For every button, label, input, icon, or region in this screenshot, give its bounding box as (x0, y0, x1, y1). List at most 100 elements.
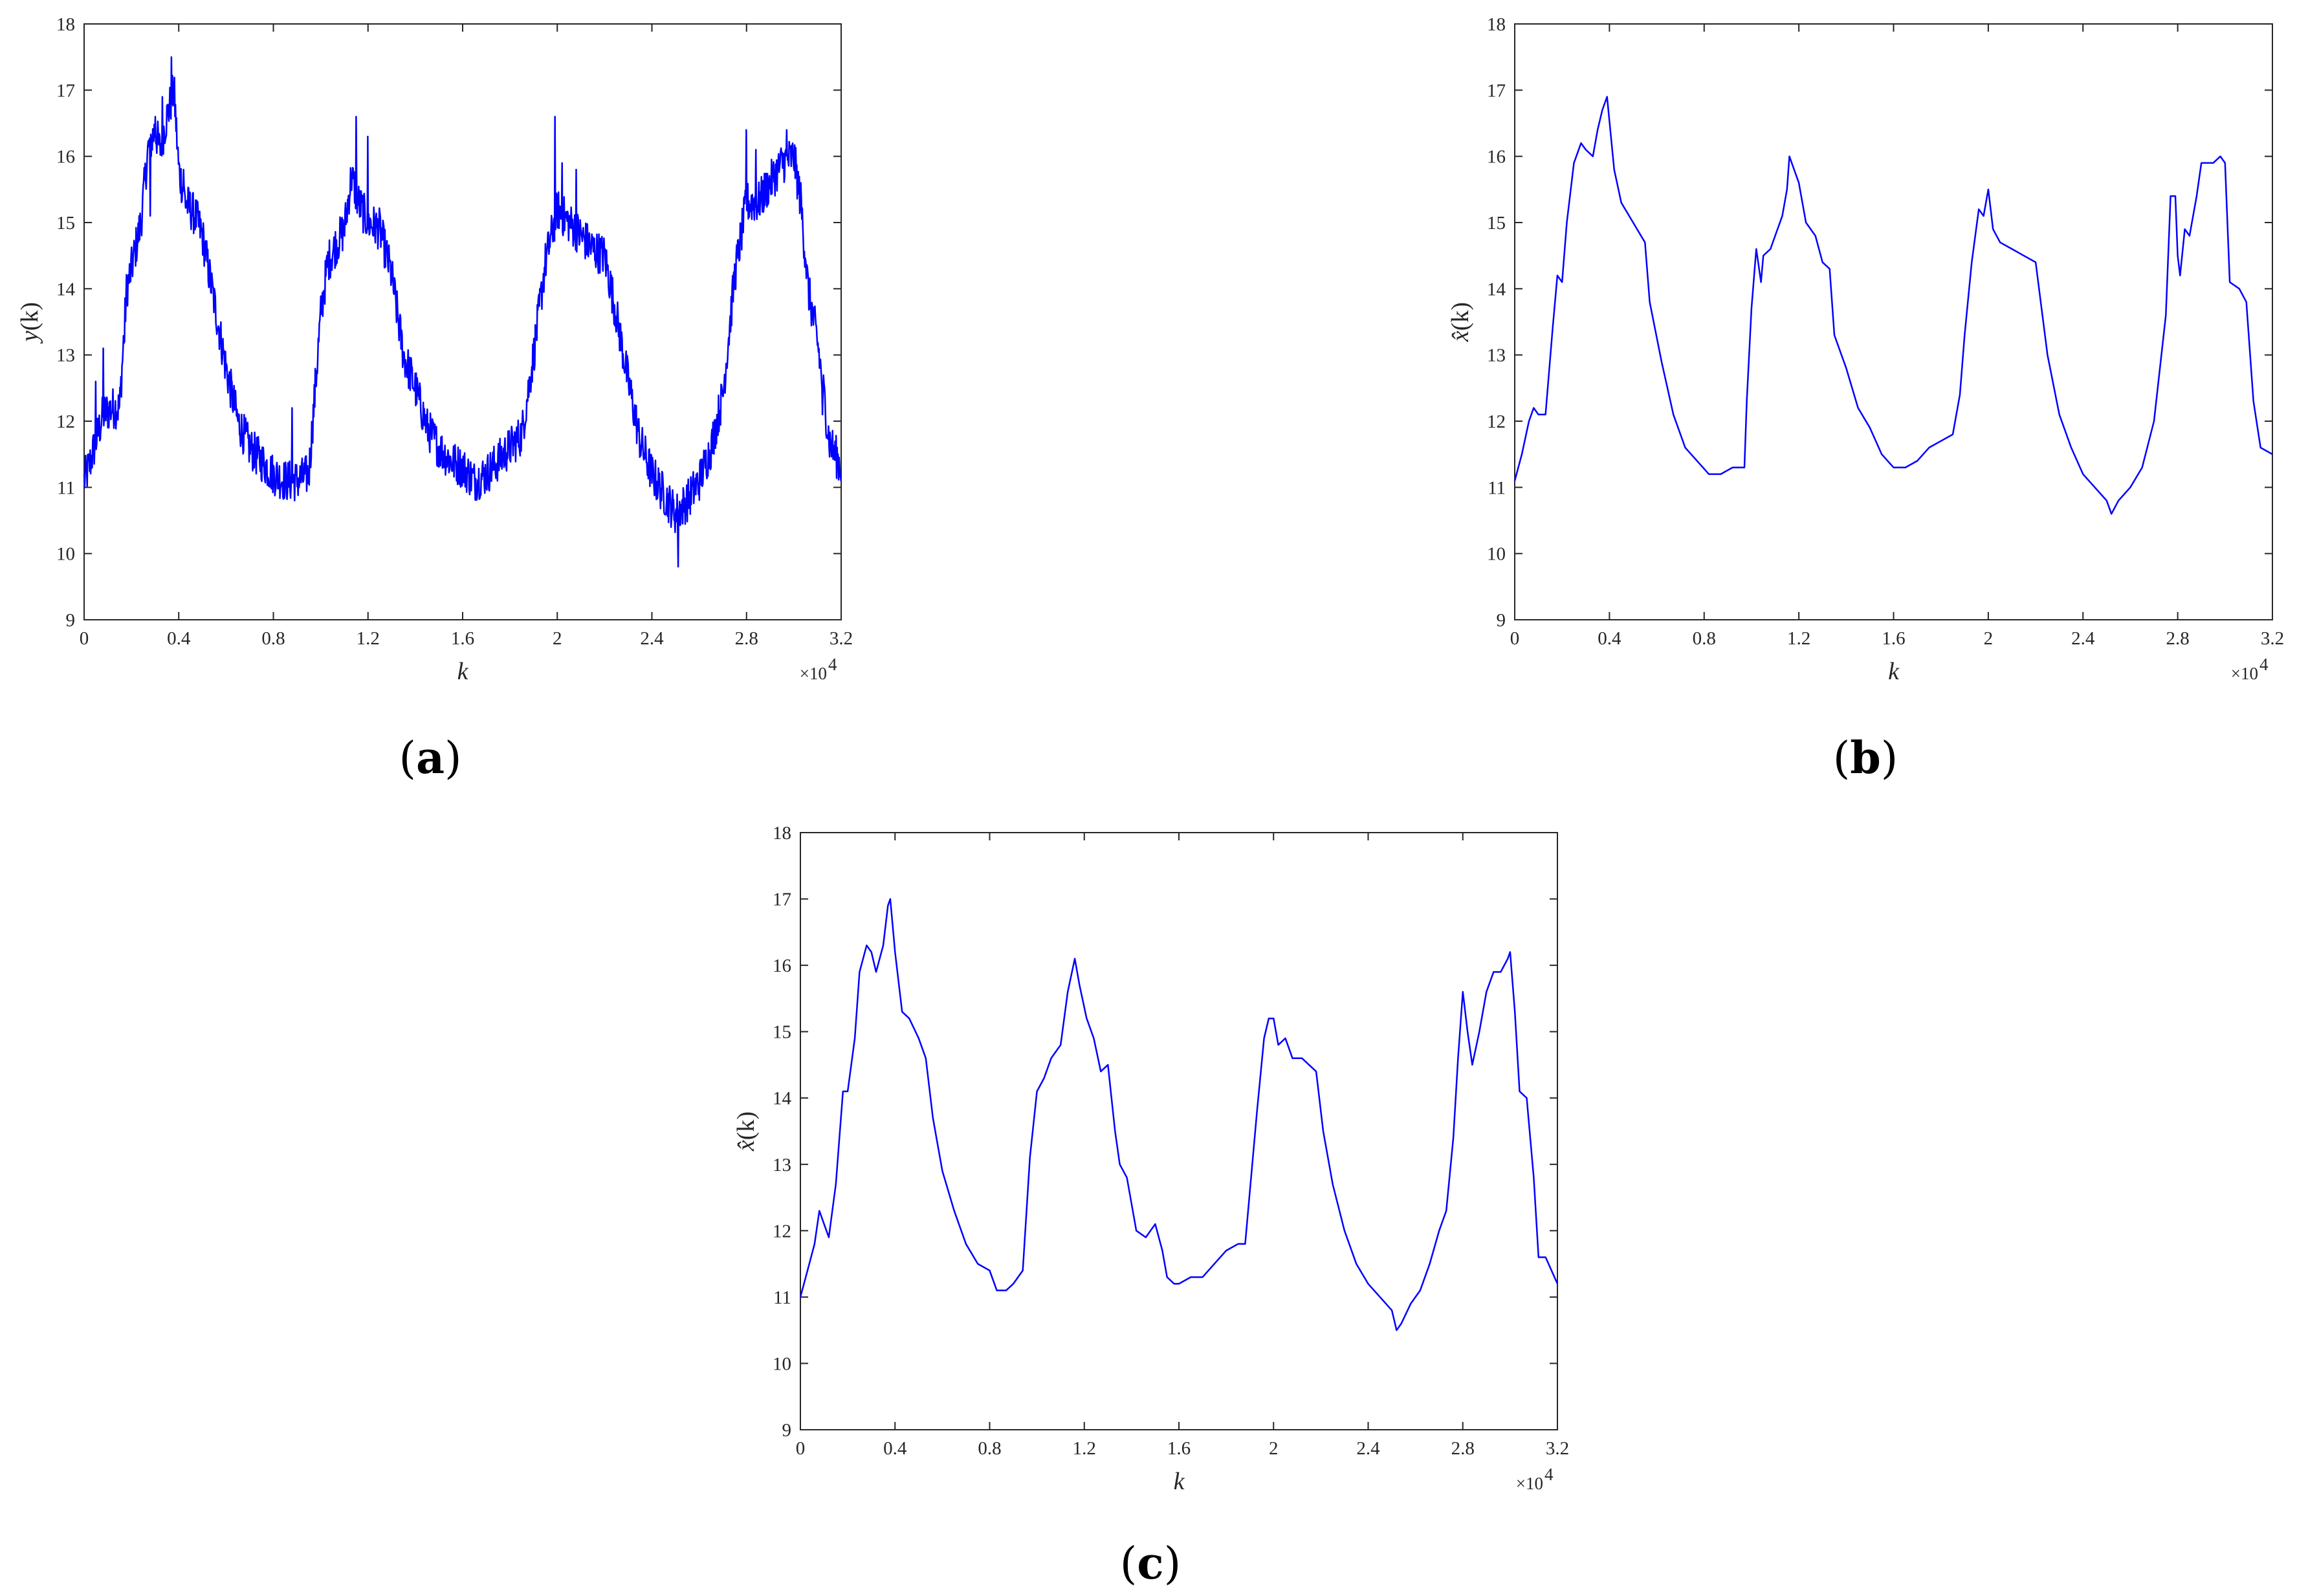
plot-b: 0 0.4 0.8 1.2 1.6 2 2.4 2.8 3.2 9 10 11 12 13 14 15 16 17… (1447, 14, 2284, 784)
caption-open-paren: ( (1833, 733, 1851, 784)
y-axis-label-arg: (k) (1447, 302, 1474, 331)
plot-frame (83, 23, 842, 620)
plot-frame (1514, 23, 2273, 620)
y-tick-label: 10 (56, 544, 75, 565)
x-tick-label: 0.8 (1693, 628, 1716, 649)
x-tick-label: 0.4 (883, 1438, 907, 1459)
x-tick-label: 3.2 (1546, 1438, 1569, 1459)
x-scale-base: ×10 (800, 664, 827, 683)
panel-caption: (a) (399, 732, 461, 784)
y-axis-label: y(k) (16, 302, 43, 344)
y-tick-label: 10 (773, 1353, 791, 1374)
y-axis-label-arg: (k) (16, 302, 43, 331)
x-tick-label: 0.8 (978, 1438, 1001, 1459)
x-tick-label: 1.2 (357, 628, 380, 649)
y-tick-label: 13 (1487, 345, 1506, 366)
y-tick-label: 15 (1487, 213, 1506, 234)
y-tick-label: 9 (66, 610, 76, 631)
x-tick-label: 3.2 (830, 628, 853, 649)
x-tick-label: 0.4 (1598, 628, 1621, 649)
caption-letter: b (1850, 732, 1881, 784)
caption-letter: c (1137, 1538, 1163, 1590)
plot-a: 0 0.4 0.8 1.2 1.6 2 2.4 2.8 3.2 9 10 11 12 13 14 15 16 17… (16, 14, 853, 784)
x-scale-exponent: 4 (2259, 655, 2269, 674)
y-tick-label: 11 (1488, 477, 1506, 498)
plot-c: 0 0.4 0.8 1.2 1.6 2 2.4 2.8 3.2 9 10 11 12 13 14 15 16 17… (732, 823, 1569, 1590)
y-tick-label: 13 (773, 1155, 791, 1175)
caption-letter: a (416, 732, 445, 784)
x-scale-multiplier: ×10 (1516, 1474, 1543, 1493)
x-scale-exponent: 4 (1544, 1465, 1554, 1484)
x-scale-base: ×10 (1516, 1474, 1543, 1493)
y-tick-label: 15 (56, 213, 75, 234)
x-scale-base: ×10 (2231, 664, 2258, 683)
x-tick-label: 0.8 (261, 628, 285, 649)
x-tick-label: 2.8 (2166, 628, 2190, 649)
x-scale-multiplier: ×10 (800, 664, 827, 683)
x-tick-label: 2.8 (1451, 1438, 1475, 1459)
x-tick-label: 1.2 (1073, 1438, 1096, 1459)
y-tick-label: 9 (1497, 610, 1506, 631)
x-tick-label: 1.6 (1167, 1438, 1191, 1459)
x-tick-label: 1.6 (451, 628, 474, 649)
x-scale-exponent: 4 (828, 655, 837, 674)
y-tick-label: 16 (773, 956, 791, 976)
y-tick-label: 17 (773, 890, 791, 910)
y-axis-label: x̂(k) (1447, 302, 1474, 342)
caption-open-paren: ( (399, 733, 416, 784)
y-tick-label: 14 (773, 1088, 792, 1109)
y-tick-label: 14 (1487, 279, 1506, 300)
x-tick-label: 0 (80, 628, 89, 649)
series-line (799, 898, 1559, 1331)
x-axis-label: k (1888, 658, 1900, 685)
y-tick-label: 12 (56, 411, 75, 432)
y-axis-label: x̂(k) (732, 1111, 760, 1152)
caption-close-paren: ) (445, 733, 462, 784)
y-tick-label: 12 (1487, 411, 1506, 432)
y-tick-label: 17 (1487, 80, 1506, 101)
y-axis-label-main: x̂ (732, 1140, 760, 1152)
x-tick-label: 2.4 (2071, 628, 2095, 649)
y-tick-label: 11 (57, 477, 75, 498)
x-axis-label: k (457, 658, 469, 685)
series-line (1513, 96, 2273, 515)
y-tick-label: 17 (56, 80, 75, 101)
y-tick-label: 16 (56, 147, 75, 168)
y-axis-label-main: y (16, 331, 43, 344)
series-line (83, 56, 842, 568)
x-tick-label: 2 (1984, 628, 1994, 649)
y-tick-label: 15 (773, 1022, 791, 1043)
x-tick-label: 2.8 (735, 628, 758, 649)
panel-caption: (c) (1120, 1538, 1181, 1590)
x-tick-label: 2 (553, 628, 562, 649)
x-tick-label: 3.2 (2261, 628, 2284, 649)
x-tick-label: 2.4 (640, 628, 664, 649)
plot-frame (800, 832, 1558, 1430)
x-axis-label: k (1174, 1468, 1185, 1495)
caption-open-paren: ( (1120, 1538, 1138, 1590)
y-tick-label: 18 (56, 14, 75, 35)
y-tick-label: 18 (773, 823, 791, 844)
x-tick-label: 2.4 (1356, 1438, 1380, 1459)
x-tick-label: 0 (1510, 628, 1520, 649)
panel-caption: (b) (1833, 732, 1898, 784)
x-tick-label: 0.4 (167, 628, 191, 649)
y-tick-label: 14 (56, 279, 76, 300)
y-tick-label: 16 (1487, 147, 1506, 168)
x-tick-label: 1.6 (1882, 628, 1905, 649)
y-tick-label: 11 (773, 1287, 791, 1308)
x-tick-label: 1.2 (1787, 628, 1810, 649)
y-axis-label-arg: (k) (732, 1111, 760, 1140)
x-scale-multiplier: ×10 (2231, 664, 2258, 683)
y-tick-label: 13 (56, 345, 75, 366)
caption-close-paren: ) (1164, 1538, 1181, 1590)
x-tick-label: 2 (1269, 1438, 1279, 1459)
y-tick-label: 12 (773, 1221, 791, 1241)
y-tick-label: 10 (1487, 544, 1506, 565)
caption-close-paren: ) (1881, 733, 1898, 784)
y-tick-label: 18 (1487, 14, 1506, 35)
x-tick-label: 0 (796, 1438, 806, 1459)
y-axis-label-main: x̂ (1447, 331, 1474, 342)
y-tick-label: 9 (782, 1420, 792, 1441)
